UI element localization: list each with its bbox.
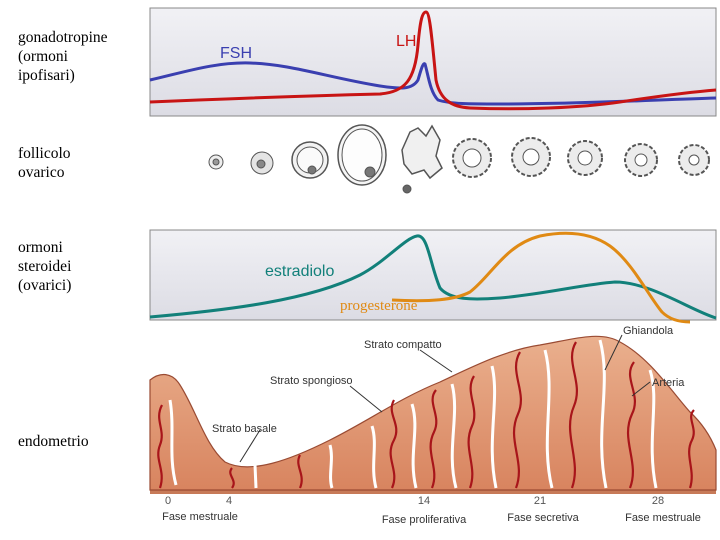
day-tick-14: 14	[418, 495, 430, 507]
day-tick-0: 0	[165, 495, 171, 507]
phase-labels: Fase mestruale Fase proliferativa Fase s…	[162, 511, 701, 526]
strato-compatto-label: Strato compatto	[364, 339, 442, 351]
spiral-arteries	[157, 341, 695, 489]
ghiandola-label: Ghiandola	[623, 325, 674, 337]
day-tick-4: 4	[226, 495, 232, 507]
label-steroid-hormones: ormoni steroidei (ovarici)	[18, 239, 72, 294]
lh-curve	[149, 10, 717, 111]
phase-menstrual-2: Fase mestruale	[625, 512, 701, 524]
lh-label: LH	[396, 33, 416, 50]
day-tick-28: 28	[652, 495, 664, 507]
steroid-panel: estradiolo progesterone	[149, 229, 717, 324]
follicle-graafian	[337, 124, 387, 186]
progesterone-curve	[391, 231, 691, 324]
fsh-curve	[149, 61, 717, 106]
label-follicle: follicolo ovarico	[18, 145, 71, 181]
corpus-luteum-early	[452, 138, 492, 178]
strato-basale-label: Strato basale	[212, 423, 277, 435]
estradiol-curve	[149, 234, 717, 320]
phase-menstrual-1: Fase mestruale	[162, 511, 238, 523]
estradiol-label: estradiolo	[265, 263, 334, 280]
corpus-luteum-late	[567, 140, 603, 176]
follicle-row	[208, 124, 710, 194]
myometrium-strip	[150, 488, 716, 494]
day-tick-21: 21	[534, 495, 546, 507]
label-gonadotropins: gonadotropine (ormoni ipofisari)	[18, 29, 108, 84]
endometrial-glands	[168, 339, 658, 489]
follicle-primordial	[208, 154, 224, 170]
corpus-luteum-mid	[511, 137, 551, 177]
day-axis: 0 4 14 21 28	[165, 495, 664, 507]
gonadotropin-panel: FSH LH	[149, 7, 717, 117]
strato-spongioso-label: Strato spongioso	[270, 375, 353, 387]
follicle-secondary	[291, 141, 329, 179]
label-endometrium: endometrio	[18, 433, 89, 450]
phase-secretory: Fase secretiva	[507, 512, 579, 524]
fsh-label: FSH	[220, 45, 252, 62]
corpus-luteum-regressing	[624, 143, 658, 177]
corpus-albicans	[678, 144, 710, 176]
endometrium-illustration: Strato compatto Strato spongioso Strato …	[149, 325, 717, 526]
label-pointers	[239, 334, 651, 463]
follicle-ovulation	[401, 124, 443, 194]
arteria-label: Arteria	[652, 377, 685, 389]
phase-proliferative: Fase proliferativa	[382, 514, 467, 526]
follicle-primary	[250, 151, 274, 175]
progesterone-label: progesterone	[340, 298, 418, 314]
